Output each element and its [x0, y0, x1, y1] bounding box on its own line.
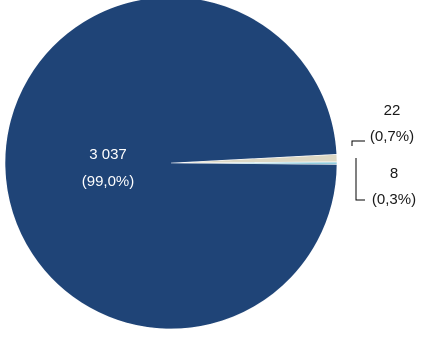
- slice-0-value-label: 3 037: [89, 146, 127, 163]
- leader-line-slice-2: [355, 158, 365, 201]
- leader-lines: [351, 140, 365, 201]
- pie-slice-0: [4, 0, 338, 330]
- data-labels: 3 037 (99,0%) 22 (0,7%) 8 (0,3%): [82, 102, 416, 208]
- slice-2-percent-label: (0,3%): [372, 191, 416, 208]
- slice-1-percent-label: (0,7%): [370, 128, 414, 145]
- leader-line-slice-1: [351, 140, 365, 146]
- slice-0-percent-label: (99,0%): [82, 173, 135, 190]
- pie-slices: [4, 0, 338, 330]
- slice-1-value-label: 22: [384, 102, 401, 119]
- slice-2-value-label: 8: [390, 165, 398, 182]
